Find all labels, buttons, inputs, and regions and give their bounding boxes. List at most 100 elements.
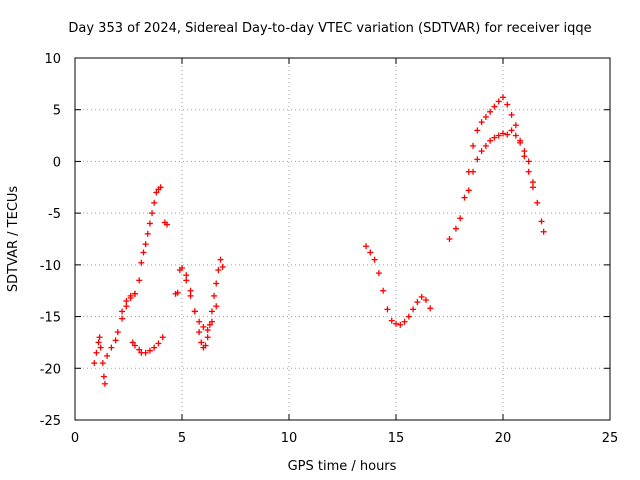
data-point [196, 329, 203, 336]
data-point [187, 287, 194, 294]
data-point [95, 339, 102, 346]
data-point [119, 308, 126, 315]
data-point [418, 293, 425, 300]
data-point [99, 360, 106, 367]
data-point [123, 303, 130, 310]
data-point [123, 298, 130, 305]
data-point [213, 280, 220, 287]
data-point [208, 318, 215, 325]
data-point [202, 342, 209, 349]
data-point [512, 122, 519, 129]
data-point [367, 249, 374, 256]
data-point [96, 334, 103, 341]
data-point [529, 184, 536, 191]
data-point [529, 179, 536, 186]
data-point [491, 103, 498, 110]
data-point [482, 113, 489, 120]
data-point [213, 303, 220, 310]
data-point [136, 277, 143, 284]
data-point [127, 292, 134, 299]
data-point [174, 289, 181, 296]
data-point [114, 329, 121, 336]
data-point [504, 101, 511, 108]
x-tick-labels: 0 5 10 15 20 25 [71, 431, 618, 446]
y-tick-labels: -25 -20 -15 -10 -5 0 5 10 [40, 52, 61, 429]
data-point [151, 199, 158, 206]
data-point [217, 256, 224, 263]
y-tick-label: 0 [53, 155, 61, 170]
data-point [482, 142, 489, 149]
y-tick-label: -10 [40, 259, 61, 274]
data-point [470, 142, 477, 149]
data-point [129, 339, 136, 346]
data-point [187, 292, 194, 299]
data-point [380, 287, 387, 294]
data-point [487, 108, 494, 115]
data-point [215, 267, 222, 274]
y-tick-label: -5 [48, 207, 61, 222]
data-point [142, 241, 149, 248]
data-point [500, 130, 506, 137]
data-point [198, 339, 205, 346]
y-tick-label: 10 [44, 52, 61, 67]
data-point [388, 317, 395, 324]
data-point [101, 380, 108, 387]
data-point [104, 352, 111, 359]
x-tick-label: 10 [281, 431, 298, 446]
data-point [91, 360, 98, 367]
data-point [427, 305, 434, 312]
data-point [144, 230, 151, 237]
data-point [446, 236, 453, 242]
grid-lines [75, 58, 610, 420]
data-point [540, 228, 547, 235]
data-point [521, 148, 528, 155]
data-point [179, 264, 185, 271]
data-point [422, 297, 429, 304]
data-point [534, 199, 541, 206]
data-point [465, 187, 472, 194]
data-point [401, 318, 408, 325]
x-tick-label: 5 [178, 431, 186, 446]
y-tick-label: -20 [40, 362, 61, 377]
y-tick-label: 5 [53, 104, 61, 119]
data-point [538, 218, 545, 225]
chart-title: Day 353 of 2024, Sidereal Day-to-day VTE… [68, 21, 591, 36]
data-point [159, 334, 166, 341]
data-point [196, 318, 203, 325]
data-point [97, 344, 104, 351]
data-point [200, 323, 207, 330]
data-point [478, 119, 485, 126]
data-point [183, 277, 190, 284]
y-axis-label: SDTVAR / TECUs [6, 186, 21, 293]
data-point [375, 270, 382, 277]
data-point [508, 111, 515, 118]
data-point [525, 168, 532, 175]
x-tick-label: 20 [495, 431, 512, 446]
data-point [112, 337, 119, 344]
data-point [452, 225, 459, 232]
data-point [140, 249, 147, 256]
data-point [204, 327, 211, 334]
data-point [495, 132, 502, 139]
x-axis-label: GPS time / hours [288, 459, 397, 474]
data-point [521, 153, 528, 160]
data-point [495, 98, 502, 105]
data-point [151, 344, 158, 351]
data-point [155, 340, 162, 347]
data-point [512, 132, 519, 139]
data-point [457, 215, 464, 222]
data-point [487, 137, 494, 144]
data-point [474, 156, 481, 163]
data-point [474, 127, 481, 134]
data-point [363, 243, 370, 250]
data-point [138, 259, 145, 266]
data-point [500, 94, 506, 101]
data-point [146, 220, 153, 227]
data-point [208, 308, 215, 315]
data-point [525, 158, 532, 165]
data-points [91, 94, 547, 387]
data-point [108, 344, 115, 351]
data-point [414, 299, 421, 306]
data-point [131, 290, 138, 297]
data-point [384, 306, 391, 313]
